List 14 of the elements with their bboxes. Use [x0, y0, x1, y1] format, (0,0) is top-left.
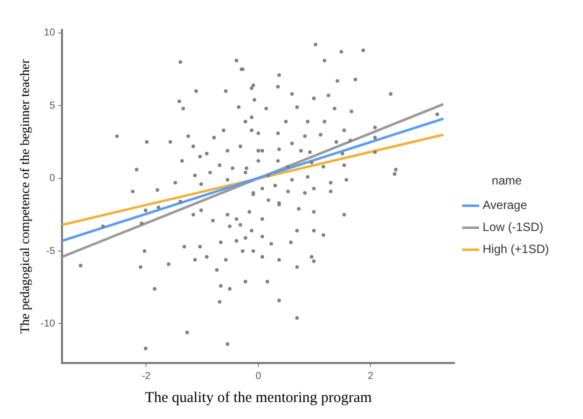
y-tick-label: 0 — [49, 173, 56, 184]
y-tick-label: -10 — [40, 318, 56, 330]
y-axis-title: The pedagogical competence of the beginner teacher — [17, 58, 32, 334]
x-tick-label: 0 — [256, 370, 262, 382]
legend-label: Low (-1SD) — [482, 220, 544, 234]
y-tick-label: -5 — [46, 246, 56, 257]
y-tick-label: 10 — [44, 28, 56, 39]
legend-title: name — [492, 174, 522, 188]
x-tick-label: -2 — [142, 370, 152, 382]
x-axis-title: The quality of the mentoring program — [144, 390, 372, 406]
legend-label: High (+1SD) — [482, 242, 550, 256]
legend-label: Average — [482, 198, 528, 212]
y-tick-label: 5 — [49, 100, 56, 112]
x-tick-label: 2 — [368, 370, 374, 382]
